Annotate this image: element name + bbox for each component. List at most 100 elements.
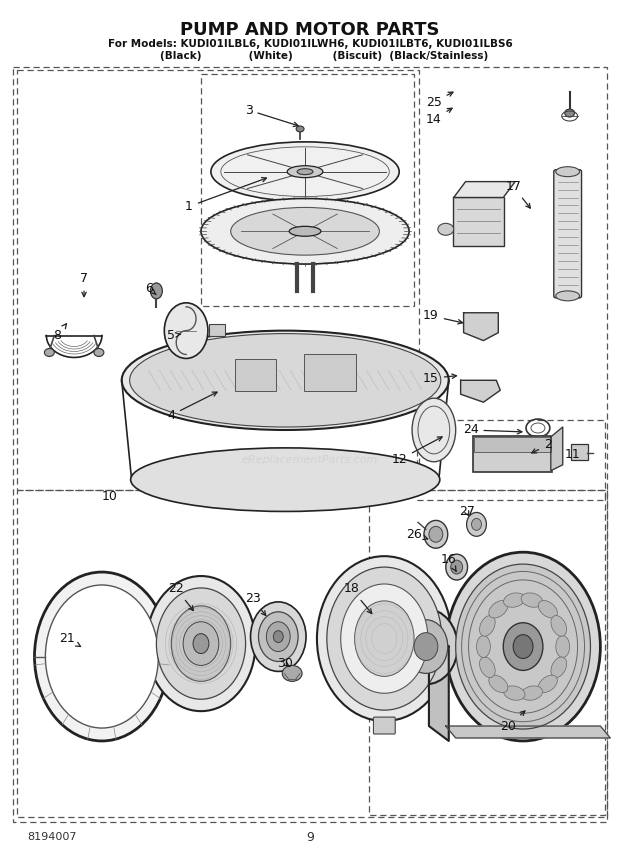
Text: For Models: KUDI01ILBL6, KUDI01ILWH6, KUDI01ILBT6, KUDI01ILBS6: For Models: KUDI01ILBL6, KUDI01ILWH6, KU… [108, 39, 512, 49]
Text: 22: 22 [169, 582, 193, 610]
Ellipse shape [151, 283, 162, 299]
Ellipse shape [479, 657, 495, 678]
Ellipse shape [456, 564, 590, 729]
FancyBboxPatch shape [373, 717, 395, 734]
Ellipse shape [412, 398, 456, 461]
Text: 2: 2 [532, 438, 552, 453]
Ellipse shape [131, 448, 440, 511]
Text: 16: 16 [441, 553, 456, 571]
Ellipse shape [429, 526, 443, 542]
Polygon shape [429, 632, 449, 741]
Ellipse shape [424, 520, 448, 548]
Ellipse shape [538, 675, 557, 693]
Polygon shape [454, 181, 515, 198]
Ellipse shape [201, 199, 409, 264]
Ellipse shape [556, 167, 580, 176]
Polygon shape [464, 312, 498, 341]
Text: 7: 7 [80, 272, 88, 297]
Text: 12: 12 [391, 437, 442, 467]
Ellipse shape [327, 567, 442, 710]
Ellipse shape [193, 633, 209, 653]
Ellipse shape [446, 552, 600, 741]
Ellipse shape [565, 109, 575, 117]
Text: 8194007: 8194007 [27, 832, 77, 842]
FancyBboxPatch shape [209, 324, 225, 336]
Ellipse shape [164, 303, 208, 359]
Ellipse shape [183, 621, 219, 665]
Text: 24: 24 [463, 424, 522, 437]
Text: 6: 6 [146, 282, 156, 295]
Ellipse shape [156, 588, 246, 699]
Ellipse shape [513, 634, 533, 658]
Ellipse shape [130, 334, 441, 427]
Ellipse shape [287, 166, 323, 178]
Text: 1: 1 [185, 177, 267, 213]
Ellipse shape [479, 615, 495, 636]
Ellipse shape [489, 601, 508, 618]
Text: 10: 10 [102, 490, 118, 503]
Ellipse shape [489, 675, 508, 693]
Ellipse shape [521, 593, 542, 607]
FancyBboxPatch shape [570, 444, 588, 460]
Ellipse shape [341, 584, 428, 693]
Ellipse shape [355, 601, 414, 676]
Text: 23: 23 [245, 592, 266, 615]
Ellipse shape [94, 348, 104, 356]
Ellipse shape [438, 223, 454, 235]
Ellipse shape [297, 169, 313, 175]
Polygon shape [446, 726, 610, 738]
Polygon shape [461, 380, 500, 402]
Text: 5: 5 [167, 329, 181, 342]
Text: 21: 21 [60, 632, 81, 646]
FancyBboxPatch shape [453, 197, 504, 247]
FancyBboxPatch shape [304, 354, 356, 391]
Ellipse shape [45, 348, 55, 356]
Text: 18: 18 [343, 582, 372, 614]
Text: 19: 19 [423, 309, 463, 324]
Text: 9: 9 [306, 831, 314, 844]
Ellipse shape [122, 330, 449, 430]
Ellipse shape [467, 513, 487, 537]
FancyBboxPatch shape [235, 360, 277, 391]
Text: PUMP AND MOTOR PARTS: PUMP AND MOTOR PARTS [180, 21, 440, 39]
Ellipse shape [521, 686, 542, 700]
Ellipse shape [538, 601, 557, 618]
FancyBboxPatch shape [472, 436, 552, 472]
Ellipse shape [503, 622, 543, 670]
Ellipse shape [250, 602, 306, 671]
Ellipse shape [394, 609, 458, 684]
Text: 4: 4 [167, 392, 217, 422]
Ellipse shape [551, 657, 567, 678]
Text: 15: 15 [423, 372, 456, 385]
Ellipse shape [414, 633, 438, 661]
Ellipse shape [472, 519, 482, 531]
Text: 17: 17 [505, 180, 530, 208]
Ellipse shape [35, 572, 169, 741]
Text: 3: 3 [245, 104, 298, 127]
Ellipse shape [231, 207, 379, 255]
Text: 30: 30 [277, 657, 293, 670]
Text: 14: 14 [426, 108, 452, 126]
Text: eReplacementParts.com: eReplacementParts.com [242, 455, 378, 465]
Ellipse shape [551, 615, 567, 636]
Ellipse shape [259, 612, 298, 662]
Ellipse shape [404, 620, 448, 674]
Text: 27: 27 [459, 505, 474, 518]
Ellipse shape [446, 554, 467, 580]
Ellipse shape [477, 636, 490, 657]
Ellipse shape [267, 621, 290, 651]
Ellipse shape [556, 291, 580, 300]
Ellipse shape [45, 585, 158, 728]
Text: 8: 8 [53, 324, 66, 342]
Text: (Black)             (White)           (Biscuit)  (Black/Stainless): (Black) (White) (Biscuit) (Black/Stainle… [131, 51, 489, 62]
Ellipse shape [146, 576, 255, 711]
Ellipse shape [296, 126, 304, 132]
Ellipse shape [451, 560, 463, 574]
Ellipse shape [211, 142, 399, 201]
Polygon shape [551, 427, 563, 471]
FancyBboxPatch shape [554, 169, 582, 298]
Ellipse shape [273, 631, 283, 643]
Ellipse shape [556, 636, 570, 657]
Ellipse shape [503, 593, 525, 607]
Ellipse shape [171, 606, 231, 681]
